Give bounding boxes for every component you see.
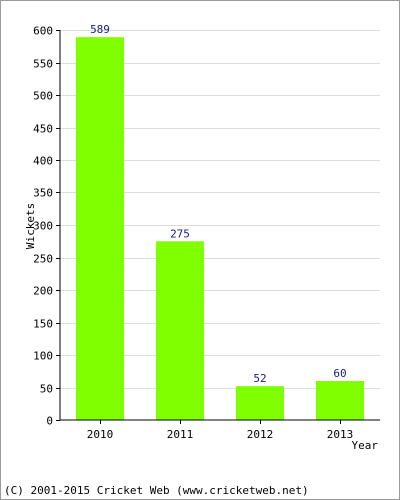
bars bbox=[76, 37, 364, 421]
y-tick-label: 350 bbox=[33, 187, 53, 200]
y-tick-label: 400 bbox=[33, 155, 53, 168]
y-tick-label: 0 bbox=[46, 415, 53, 428]
x-tick-label-2013: 2013 bbox=[327, 428, 354, 441]
y-tick-label: 300 bbox=[33, 220, 53, 233]
x-tick-label-2011: 2011 bbox=[167, 428, 194, 441]
x-tick-label-2010: 2010 bbox=[87, 428, 114, 441]
bar-2013 bbox=[316, 381, 364, 420]
y-tick-label: 200 bbox=[33, 285, 53, 298]
data-label-2011: 275 bbox=[170, 227, 190, 240]
bar-2012 bbox=[236, 386, 284, 420]
y-tick-label: 600 bbox=[33, 25, 53, 38]
y-tick-label: 50 bbox=[40, 383, 53, 396]
x-ticks: 2010 2011 2012 2013 bbox=[87, 420, 354, 441]
data-label-2012: 52 bbox=[253, 372, 266, 385]
bar-2011 bbox=[156, 241, 204, 420]
y-tick-label: 100 bbox=[33, 350, 53, 363]
x-axis-title: Year bbox=[352, 439, 379, 452]
y-tick-label: 450 bbox=[33, 123, 53, 136]
data-label-2010: 589 bbox=[90, 23, 110, 36]
data-labels: 589 275 52 60 bbox=[90, 23, 347, 385]
data-label-2013: 60 bbox=[333, 367, 346, 380]
y-ticks: 0 50 100 150 200 250 300 350 400 450 500 550 600 bbox=[33, 25, 60, 428]
y-tick-label: 550 bbox=[33, 58, 53, 71]
bar-2010 bbox=[76, 37, 124, 421]
y-tick-label: 500 bbox=[33, 90, 53, 103]
y-tick-label: 250 bbox=[33, 253, 53, 266]
y-axis-title: Wickets bbox=[24, 203, 37, 249]
x-tick-label-2012: 2012 bbox=[247, 428, 274, 441]
copyright-footer: (C) 2001-2015 Cricket Web (www.cricketwe… bbox=[4, 484, 309, 497]
y-tick-label: 150 bbox=[33, 318, 53, 331]
